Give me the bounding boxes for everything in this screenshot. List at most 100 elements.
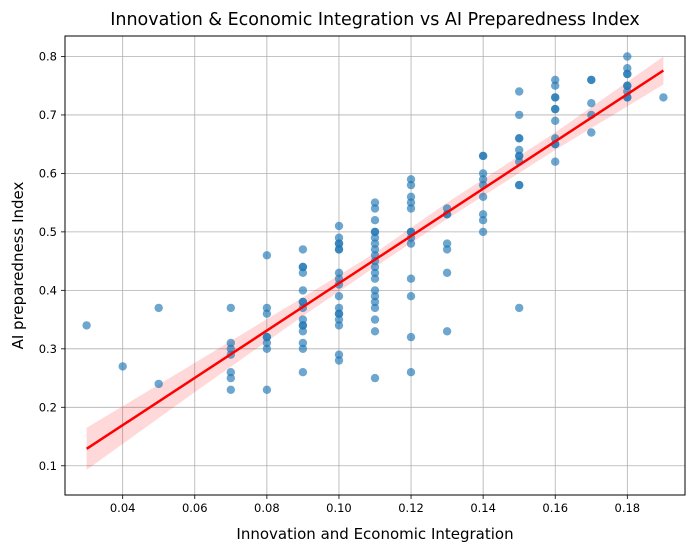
x-tick-label: 0.18 bbox=[615, 501, 641, 515]
data-point bbox=[334, 350, 344, 359]
y-tick-label: 0.7 bbox=[39, 108, 57, 122]
data-point bbox=[406, 368, 416, 377]
data-point bbox=[154, 303, 163, 313]
data-point bbox=[406, 274, 416, 283]
data-point bbox=[262, 344, 272, 353]
x-tick-label: 0.04 bbox=[110, 501, 136, 515]
data-point bbox=[370, 297, 380, 307]
data-point bbox=[551, 75, 560, 85]
data-point bbox=[334, 309, 344, 318]
data-point bbox=[515, 110, 524, 120]
data-point bbox=[334, 239, 344, 248]
data-point bbox=[551, 81, 560, 90]
data-point bbox=[442, 327, 452, 336]
data-point bbox=[370, 286, 380, 295]
ticks-layer: 0.04 0.06 0.08 0.10 0.12 0.14 0.16 0.18 0.1 0.2 0.… bbox=[39, 49, 640, 515]
data-point bbox=[442, 239, 452, 248]
x-tick-label: 0.14 bbox=[470, 501, 496, 515]
y-tick-label: 0.3 bbox=[39, 342, 57, 356]
data-point bbox=[334, 303, 344, 313]
data-point bbox=[334, 315, 344, 324]
chart-title: Innovation & Economic Integration vs AI … bbox=[110, 10, 640, 30]
regression-line-layer bbox=[85, 69, 665, 450]
data-point bbox=[262, 338, 272, 348]
data-point bbox=[551, 157, 560, 166]
data-point bbox=[515, 145, 524, 155]
data-point bbox=[623, 69, 632, 79]
data-point bbox=[370, 315, 380, 324]
data-point bbox=[334, 233, 344, 242]
data-point bbox=[298, 321, 308, 330]
data-point bbox=[406, 198, 416, 207]
data-point bbox=[406, 332, 416, 342]
x-tick-label: 0.08 bbox=[254, 501, 280, 515]
y-tick-label: 0.8 bbox=[39, 49, 57, 63]
data-point bbox=[226, 385, 235, 394]
data-point bbox=[406, 239, 416, 248]
x-tick-label: 0.12 bbox=[398, 501, 424, 515]
data-point bbox=[298, 315, 308, 324]
data-point bbox=[298, 368, 308, 377]
data-point bbox=[370, 292, 380, 301]
data-point bbox=[334, 268, 344, 277]
data-point bbox=[370, 216, 380, 225]
data-point bbox=[370, 245, 380, 254]
data-point bbox=[370, 204, 380, 213]
data-point bbox=[442, 268, 452, 277]
data-point bbox=[623, 63, 632, 73]
data-point bbox=[587, 128, 596, 137]
data-point bbox=[478, 227, 488, 237]
data-point bbox=[515, 87, 524, 96]
data-point bbox=[334, 356, 344, 365]
y-tick-label: 0.5 bbox=[39, 225, 57, 239]
data-point bbox=[406, 180, 416, 190]
data-point bbox=[298, 327, 308, 336]
data-point bbox=[154, 379, 163, 389]
data-point bbox=[406, 192, 416, 201]
data-point bbox=[623, 81, 632, 90]
data-point bbox=[659, 93, 668, 102]
data-point bbox=[298, 286, 308, 295]
data-point bbox=[370, 239, 380, 248]
data-point bbox=[478, 151, 488, 161]
data-point bbox=[442, 245, 452, 254]
data-point bbox=[551, 116, 560, 126]
x-tick-label: 0.06 bbox=[182, 501, 208, 515]
y-axis-title: AI preparedness Index bbox=[9, 181, 27, 349]
data-point bbox=[551, 104, 560, 114]
y-tick-label: 0.2 bbox=[39, 400, 57, 414]
y-tick-label: 0.6 bbox=[39, 166, 57, 180]
data-point bbox=[406, 204, 416, 213]
data-point bbox=[262, 309, 272, 318]
data-point bbox=[370, 198, 380, 207]
data-point bbox=[370, 233, 380, 242]
data-point bbox=[370, 268, 380, 277]
data-point bbox=[82, 321, 91, 330]
plot-frame bbox=[64, 35, 686, 496]
data-point bbox=[334, 221, 344, 231]
data-point bbox=[515, 151, 524, 161]
data-point bbox=[334, 245, 344, 254]
data-point bbox=[515, 134, 524, 143]
data-point bbox=[298, 268, 308, 277]
x-tick-label: 0.16 bbox=[542, 501, 568, 515]
data-point bbox=[406, 175, 416, 184]
data-point bbox=[478, 210, 488, 219]
data-point bbox=[226, 344, 235, 353]
data-point bbox=[370, 327, 380, 336]
data-point bbox=[478, 169, 488, 178]
data-point bbox=[226, 373, 235, 383]
data-point bbox=[478, 216, 488, 225]
y-tick-label: 0.4 bbox=[39, 283, 57, 297]
data-point bbox=[515, 180, 524, 190]
data-point bbox=[298, 344, 308, 353]
data-point bbox=[587, 99, 596, 108]
x-axis-title: Innovation and Economic Integration bbox=[236, 525, 513, 543]
data-point bbox=[370, 373, 380, 383]
data-point bbox=[478, 192, 488, 201]
data-point bbox=[551, 93, 560, 102]
data-point bbox=[370, 262, 380, 272]
data-point bbox=[334, 292, 344, 301]
